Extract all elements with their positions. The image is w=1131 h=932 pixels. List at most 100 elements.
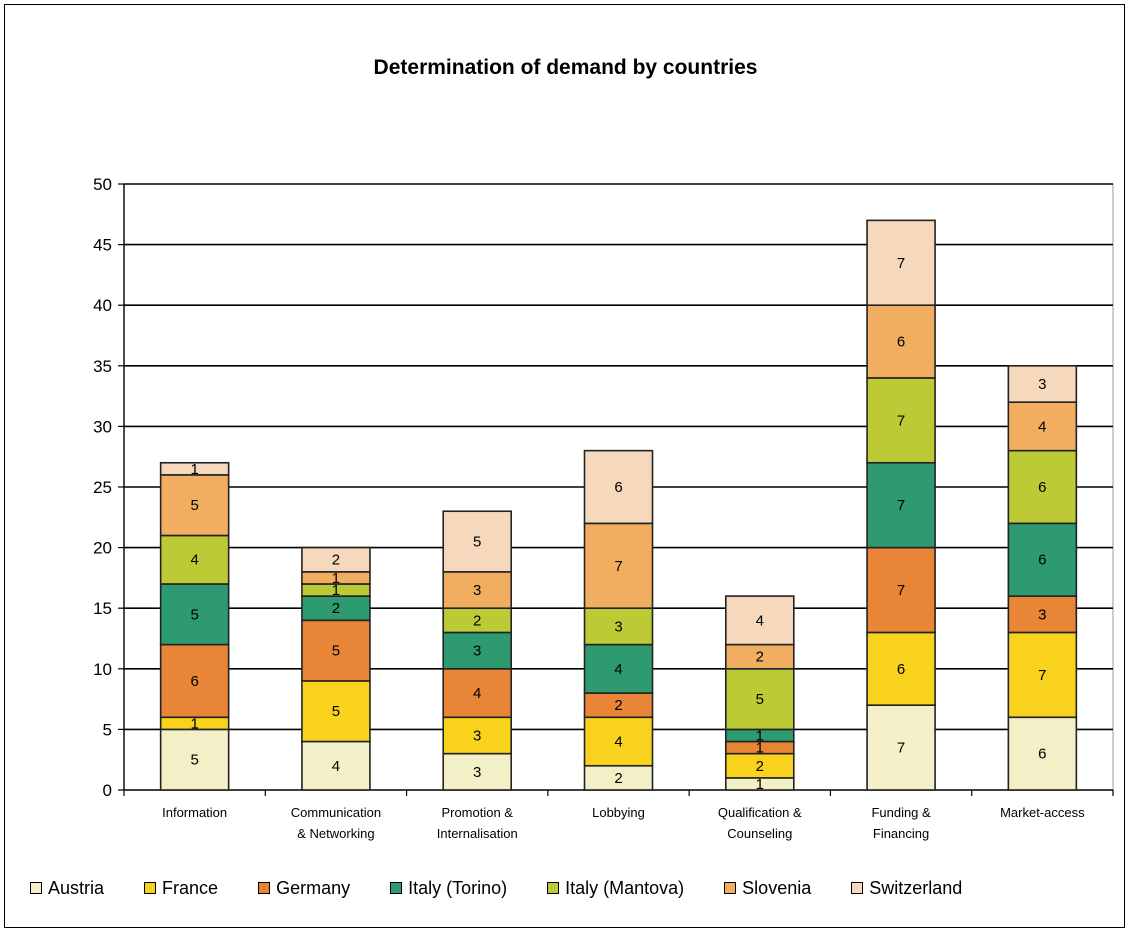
- data-label: 4: [756, 612, 764, 629]
- x-tick-label: Lobbying: [592, 805, 645, 820]
- y-tick-label: 40: [93, 296, 112, 315]
- legend-swatch: [724, 882, 737, 894]
- legend-item: Italy (Mantova): [547, 878, 684, 899]
- bar-segment-slovenia: [1007, 401, 1078, 452]
- bar-segment-switzerland: [583, 449, 654, 525]
- legend-label: Germany: [276, 877, 351, 898]
- data-label: 5: [332, 643, 340, 660]
- data-label: 6: [1038, 479, 1046, 496]
- data-label: 2: [614, 697, 622, 714]
- legend-swatch: [258, 882, 271, 894]
- x-tick-label: Counseling: [727, 826, 792, 841]
- bar-segment-switzerland: [159, 461, 230, 476]
- bar-segment-germany: [442, 667, 513, 719]
- legend-label: Italy (Torino): [408, 877, 508, 898]
- data-label: 1: [190, 461, 198, 478]
- data-label: 4: [332, 758, 340, 775]
- data-label: 2: [756, 758, 764, 775]
- data-label: 4: [190, 552, 198, 569]
- legend-swatch: [30, 882, 42, 894]
- data-label: 7: [897, 740, 905, 757]
- bar-segment-switzerland: [866, 219, 936, 306]
- bar-segment-italy-mantova: [159, 534, 230, 585]
- data-label: 7: [897, 582, 905, 599]
- data-label: 2: [332, 552, 340, 569]
- bar-segment-switzerland: [301, 546, 371, 573]
- legend-label: France: [162, 877, 219, 898]
- legend-label: Austria: [48, 877, 105, 898]
- data-label: 7: [1038, 667, 1046, 684]
- y-tick-label: 0: [103, 781, 112, 800]
- data-label: 4: [614, 661, 622, 678]
- bar-segment-switzerland: [442, 510, 513, 573]
- legend-swatch: [390, 882, 403, 894]
- data-label: 6: [897, 661, 905, 678]
- bar-segment-switzerland: [724, 595, 795, 646]
- data-label: 5: [473, 534, 481, 551]
- data-label: 7: [897, 497, 905, 514]
- y-tick-label: 30: [93, 417, 112, 436]
- bar-segment-austria: [442, 752, 513, 791]
- bar-segment-france: [583, 716, 654, 767]
- data-label: 2: [332, 600, 340, 617]
- bar-segment-austria: [583, 764, 654, 791]
- data-label: 2: [756, 649, 764, 666]
- bar-segment-germany: [1007, 595, 1078, 634]
- data-label: 1: [332, 570, 340, 587]
- bar-segment-italy-torino: [442, 631, 513, 670]
- x-tick-label: Funding &: [871, 805, 931, 820]
- bar-segment-france: [724, 752, 795, 779]
- data-label: 4: [473, 685, 481, 702]
- legend-item: Germany: [258, 878, 350, 899]
- data-label: 5: [756, 691, 764, 708]
- data-label: 6: [897, 334, 905, 351]
- bar-segment-france: [1007, 631, 1078, 719]
- data-label: 1: [190, 715, 198, 732]
- y-tick-label: 35: [93, 357, 112, 376]
- x-tick-label: Qualification &: [718, 805, 802, 820]
- data-label: 3: [473, 582, 481, 599]
- data-label: 1: [756, 776, 764, 793]
- data-label: 4: [1038, 418, 1046, 435]
- legend-item: France: [144, 878, 218, 899]
- data-label: 3: [1038, 606, 1046, 623]
- y-tick-label: 5: [103, 720, 112, 739]
- y-tick-label: 10: [93, 660, 112, 679]
- legend-item: Italy (Torino): [390, 878, 507, 899]
- legend-item: Slovenia: [724, 878, 811, 899]
- bar-segment-slovenia: [159, 474, 230, 537]
- x-tick-label: Information: [162, 805, 227, 820]
- x-tick-label: Market-access: [1000, 805, 1085, 820]
- y-tick-label: 50: [93, 175, 112, 194]
- data-label: 3: [614, 618, 622, 635]
- bar-segment-switzerland: [1007, 364, 1078, 403]
- x-tick-label: Communication: [291, 805, 381, 820]
- x-tick-label: Promotion &: [441, 805, 513, 820]
- data-label: 7: [897, 255, 905, 272]
- bar-segment-germany: [159, 643, 230, 719]
- legend-label: Switzerland: [869, 877, 963, 898]
- data-label: 3: [473, 764, 481, 781]
- bar-segment-austria: [159, 728, 230, 791]
- bar-segment-italy-mantova: [866, 377, 936, 464]
- bar-segment-italy-torino: [1007, 522, 1078, 597]
- data-label: 1: [756, 727, 764, 744]
- data-label: 6: [614, 479, 622, 496]
- data-label: 2: [473, 612, 481, 629]
- y-tick-label: 45: [93, 236, 112, 255]
- bar-segment-italy-mantova: [724, 667, 795, 731]
- chart-legend: Austria France Germany Italy (Torino) Italy …: [30, 873, 1110, 903]
- bar-segment-italy-torino: [159, 583, 230, 646]
- bar-segment-slovenia: [866, 304, 936, 379]
- y-tick-label: 25: [93, 478, 112, 497]
- data-label: 1: [756, 740, 764, 757]
- legend-label: Slovenia: [742, 877, 812, 898]
- data-label: 6: [1038, 746, 1046, 763]
- data-label: 7: [614, 558, 622, 575]
- data-label: 6: [190, 673, 198, 690]
- legend-swatch: [547, 882, 560, 894]
- data-label: 7: [897, 412, 905, 429]
- data-label: 2: [614, 770, 622, 787]
- data-label: 3: [473, 727, 481, 744]
- bar-segment-germany: [301, 619, 371, 682]
